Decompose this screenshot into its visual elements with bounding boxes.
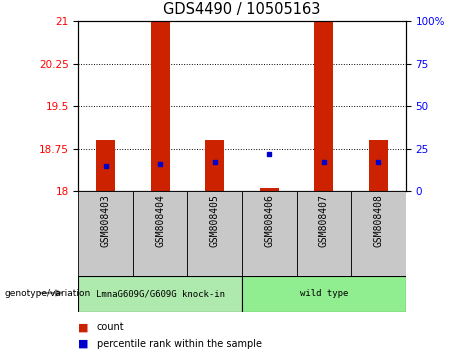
Bar bbox=[151, 21, 170, 191]
Bar bbox=[296, 191, 351, 276]
Bar bbox=[205, 140, 225, 191]
Bar bbox=[78, 191, 133, 276]
Text: GSM808406: GSM808406 bbox=[264, 194, 274, 247]
Text: ■: ■ bbox=[78, 322, 89, 332]
Text: wild type: wild type bbox=[300, 289, 348, 298]
Bar bbox=[260, 188, 279, 191]
Bar bbox=[314, 21, 333, 191]
Text: ■: ■ bbox=[78, 339, 89, 349]
Title: GDS4490 / 10505163: GDS4490 / 10505163 bbox=[163, 2, 321, 17]
Bar bbox=[242, 276, 406, 312]
Text: GSM808408: GSM808408 bbox=[373, 194, 384, 247]
Bar bbox=[133, 191, 188, 276]
Text: GSM808404: GSM808404 bbox=[155, 194, 165, 247]
Text: LmnaG609G/G609G knock-in: LmnaG609G/G609G knock-in bbox=[96, 289, 225, 298]
Text: GSM808407: GSM808407 bbox=[319, 194, 329, 247]
Bar bbox=[242, 191, 296, 276]
Bar bbox=[188, 191, 242, 276]
Text: count: count bbox=[97, 322, 124, 332]
Text: GSM808405: GSM808405 bbox=[210, 194, 220, 247]
Bar bbox=[351, 191, 406, 276]
Text: genotype/variation: genotype/variation bbox=[5, 289, 91, 298]
Text: percentile rank within the sample: percentile rank within the sample bbox=[97, 339, 262, 349]
Bar bbox=[369, 140, 388, 191]
Text: GSM808403: GSM808403 bbox=[100, 194, 111, 247]
Bar bbox=[78, 276, 242, 312]
Bar bbox=[96, 140, 115, 191]
